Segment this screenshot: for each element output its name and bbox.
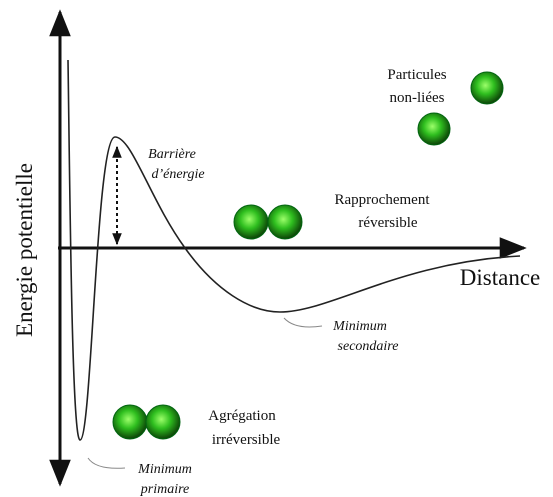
annotation: primaire xyxy=(140,482,189,497)
annotation: Agrégation xyxy=(208,408,276,424)
annotation: non-liées xyxy=(390,90,445,106)
annotation: Minimum xyxy=(332,319,387,334)
leader-line xyxy=(87,457,126,469)
annotation: secondaire xyxy=(338,339,399,354)
particle xyxy=(112,404,148,440)
particle xyxy=(267,204,303,240)
annotation: d’énergie xyxy=(151,167,204,182)
particle xyxy=(470,71,504,105)
annotation: Rapprochement xyxy=(335,192,431,208)
annotation: réversible xyxy=(358,215,417,231)
x-axis-label: Distance xyxy=(460,265,540,290)
particle xyxy=(233,204,269,240)
annotation: irréversible xyxy=(212,432,281,448)
annotation: Barrière xyxy=(148,147,196,162)
particle xyxy=(417,112,451,146)
potential-curve xyxy=(67,59,521,441)
y-axis-label: Energie potentielle xyxy=(12,163,37,337)
particle xyxy=(145,404,181,440)
leader-line xyxy=(283,317,323,328)
annotation: Particules xyxy=(387,67,446,83)
annotation: Minimum xyxy=(137,462,192,477)
